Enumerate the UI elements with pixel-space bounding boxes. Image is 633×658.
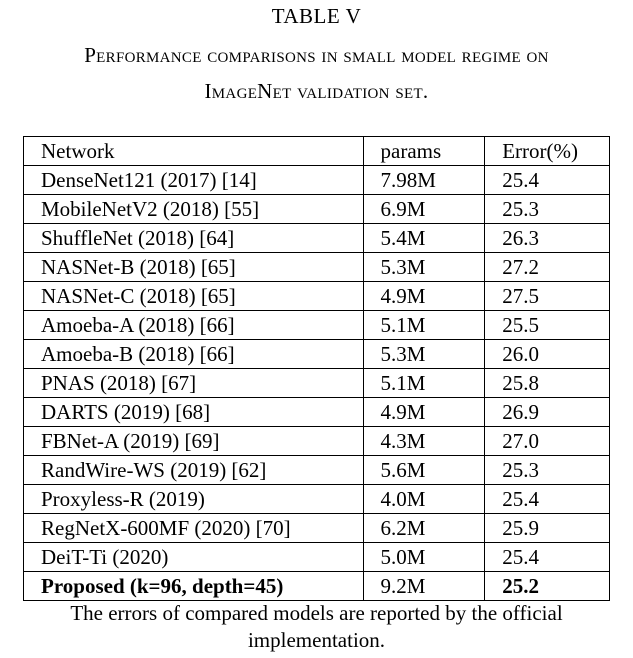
table-label: TABLE V (271, 4, 362, 28)
table-row: MobileNetV2 (2018) [55] 6.9M 25.3 (23, 194, 610, 224)
table-body: DenseNet121 (2017) [14] 7.98M 25.4 MobileNe… (23, 165, 610, 601)
cell-params: 9.2M (362, 571, 486, 601)
cell-error: 25.4 (484, 484, 610, 514)
cell-params: 6.2M (362, 513, 486, 543)
cell-network: NASNet-B (2018) [65] (23, 252, 364, 282)
cell-network: ShuffleNet (2018) [64] (23, 223, 364, 253)
cell-network: Amoeba-B (2018) [66] (23, 339, 364, 369)
cell-params: 5.0M (362, 542, 486, 572)
results-table: Network params Error(%) DenseNet121 (201… (23, 136, 610, 601)
footnote-line-2: implementation. (247, 628, 386, 652)
table-row: RandWire-WS (2019) [62] 5.6M 25.3 (23, 455, 610, 485)
table-row: Amoeba-B (2018) [66] 5.3M 26.0 (23, 339, 610, 369)
header-params: params (362, 136, 486, 166)
cell-error: 27.0 (484, 426, 610, 456)
header-error: Error(%) (484, 136, 610, 166)
cell-params: 6.9M (362, 194, 486, 224)
cell-error: 27.5 (484, 281, 610, 311)
table-row: DenseNet121 (2017) [14] 7.98M 25.4 (23, 165, 610, 195)
cell-error: 25.4 (484, 165, 610, 195)
table-row: DARTS (2019) [68] 4.9M 26.9 (23, 397, 610, 427)
table-row: FBNet-A (2019) [69] 4.3M 27.0 (23, 426, 610, 456)
table-row: Proxyless-R (2019) 4.0M 25.4 (23, 484, 610, 514)
cell-network: RegNetX-600MF (2020) [70] (23, 513, 364, 543)
cell-error: 25.3 (484, 194, 610, 224)
cell-error: 26.3 (484, 223, 610, 253)
cell-error: 25.3 (484, 455, 610, 485)
cell-network: RandWire-WS (2019) [62] (23, 455, 364, 485)
table-row: NASNet-C (2018) [65] 4.9M 27.5 (23, 281, 610, 311)
cell-network: Proxyless-R (2019) (23, 484, 364, 514)
cell-params: 4.9M (362, 397, 486, 427)
table-footnote: The errors of compared models are report… (0, 600, 633, 654)
cell-network: Proposed (k=96, depth=45) (23, 571, 364, 601)
cell-params: 5.1M (362, 368, 486, 398)
cell-error: 26.9 (484, 397, 610, 427)
cell-params: 4.9M (362, 281, 486, 311)
table-row: ShuffleNet (2018) [64] 5.4M 26.3 (23, 223, 610, 253)
cell-params: 5.1M (362, 310, 486, 340)
footnote-line-1: The errors of compared models are report… (70, 601, 563, 625)
cell-error: 25.9 (484, 513, 610, 543)
cell-params: 4.3M (362, 426, 486, 456)
cell-network: DeiT-Ti (2020) (23, 542, 364, 572)
cell-error: 25.8 (484, 368, 610, 398)
cell-params: 5.3M (362, 339, 486, 369)
table-row: RegNetX-600MF (2020) [70] 6.2M 25.9 (23, 513, 610, 543)
table-caption-line-2: ImageNet validation set. (204, 79, 429, 103)
cell-error: 26.0 (484, 339, 610, 369)
cell-error: 25.4 (484, 542, 610, 572)
cell-params: 5.3M (362, 252, 486, 282)
cell-params: 4.0M (362, 484, 486, 514)
cell-network: MobileNetV2 (2018) [55] (23, 194, 364, 224)
cell-error: 25.2 (484, 571, 610, 601)
cell-network: DARTS (2019) [68] (23, 397, 364, 427)
cell-network: FBNet-A (2019) [69] (23, 426, 364, 456)
cell-network: DenseNet121 (2017) [14] (23, 165, 364, 195)
cell-network: Amoeba-A (2018) [66] (23, 310, 364, 340)
cell-network: NASNet-C (2018) [65] (23, 281, 364, 311)
table-row: DeiT-Ti (2020) 5.0M 25.4 (23, 542, 610, 572)
cell-error: 27.2 (484, 252, 610, 282)
cell-params: 7.98M (362, 165, 486, 195)
table-row: PNAS (2018) [67] 5.1M 25.8 (23, 368, 610, 398)
header-row: Network params Error(%) (23, 136, 610, 166)
header-network: Network (23, 136, 364, 166)
cell-params: 5.4M (362, 223, 486, 253)
table-row: Amoeba-A (2018) [66] 5.1M 25.5 (23, 310, 610, 340)
table-caption-line-1: Performance comparisons in small model r… (84, 43, 549, 67)
cell-params: 5.6M (362, 455, 486, 485)
cell-network: PNAS (2018) [67] (23, 368, 364, 398)
table-row-proposed: Proposed (k=96, depth=45) 9.2M 25.2 (23, 571, 610, 601)
cell-error: 25.5 (484, 310, 610, 340)
table-row: NASNet-B (2018) [65] 5.3M 27.2 (23, 252, 610, 282)
